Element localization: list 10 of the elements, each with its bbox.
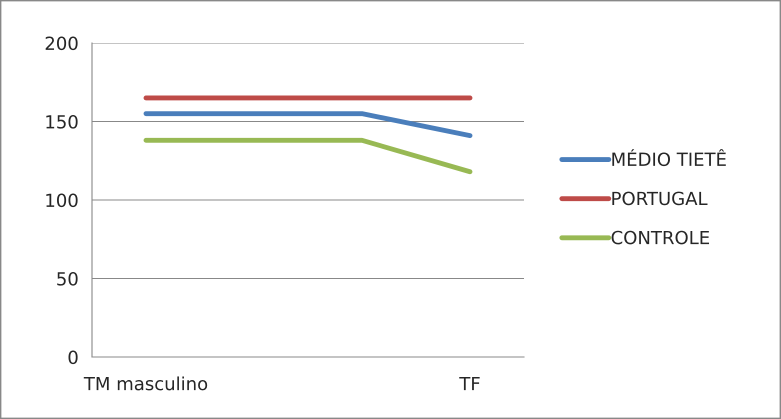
- legend-label: CONTROLE: [612, 230, 710, 244]
- y-tick-label: 100: [46, 193, 78, 208]
- x-tick-label: TM masculino: [84, 376, 208, 390]
- x-tick-label: TF: [459, 377, 480, 390]
- y-tick-label: 200: [46, 36, 78, 50]
- y-tick-label: 150: [46, 114, 78, 129]
- legend-label: MÉDIO TIETÊ: [612, 149, 726, 166]
- y-tick-label: 0: [68, 350, 78, 364]
- legend-label: PORTUGAL: [612, 192, 708, 206]
- y-tick-label: 50: [57, 272, 78, 286]
